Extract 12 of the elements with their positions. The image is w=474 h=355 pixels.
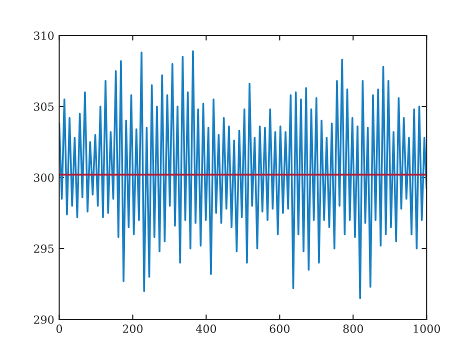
x-tick-label: 400 (196, 324, 216, 333)
y-tick-label: 310 (34, 31, 54, 40)
y-tick-label: 300 (34, 173, 54, 182)
x-tick-label: 600 (270, 324, 290, 333)
y-tick-label: 290 (34, 315, 54, 324)
y-tick-label: 305 (34, 102, 54, 111)
x-tick-label: 1000 (414, 324, 440, 333)
y-tick-label: 295 (34, 244, 54, 253)
x-tick-label: 800 (343, 324, 363, 333)
line-series (59, 50, 427, 300)
x-tick-label: 200 (122, 324, 143, 333)
x-tick-label: 0 (56, 324, 62, 333)
